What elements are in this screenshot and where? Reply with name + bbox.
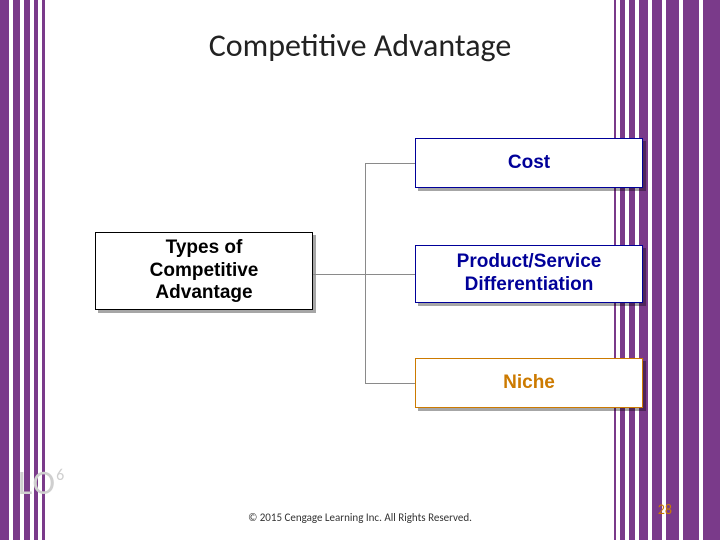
diagram-area: Types ofCompetitiveAdvantage Cost Product/… [95, 130, 655, 430]
lo-text: LO [18, 463, 56, 504]
connector-line [365, 274, 415, 275]
child-box-1: Product/ServiceDifferentiation [415, 245, 643, 303]
child-box-0: Cost [415, 138, 643, 188]
copyright-footer: © 2015 Cengage Learning Inc. All Rights … [0, 511, 720, 524]
decorative-stripe [666, 0, 679, 540]
connector-line [365, 163, 415, 164]
connector-line [365, 383, 415, 384]
root-box: Types ofCompetitiveAdvantage [95, 232, 313, 310]
decorative-stripe [42, 0, 45, 540]
decorative-stripe [13, 0, 20, 540]
lo-badge: LO6 [18, 463, 65, 504]
child-box-2: Niche [415, 358, 643, 408]
decorative-stripe [703, 0, 720, 540]
decorative-stripe [34, 0, 38, 540]
decorative-stripe [683, 0, 698, 540]
decorative-stripe [0, 0, 9, 540]
left-stripes [0, 0, 45, 540]
decorative-stripe [24, 0, 30, 540]
connector-line [365, 163, 366, 383]
connector-line [313, 274, 365, 275]
page-number: 28 [658, 501, 672, 518]
lo-sup: 6 [56, 466, 65, 485]
slide-title: Competitive Advantage [0, 26, 720, 65]
